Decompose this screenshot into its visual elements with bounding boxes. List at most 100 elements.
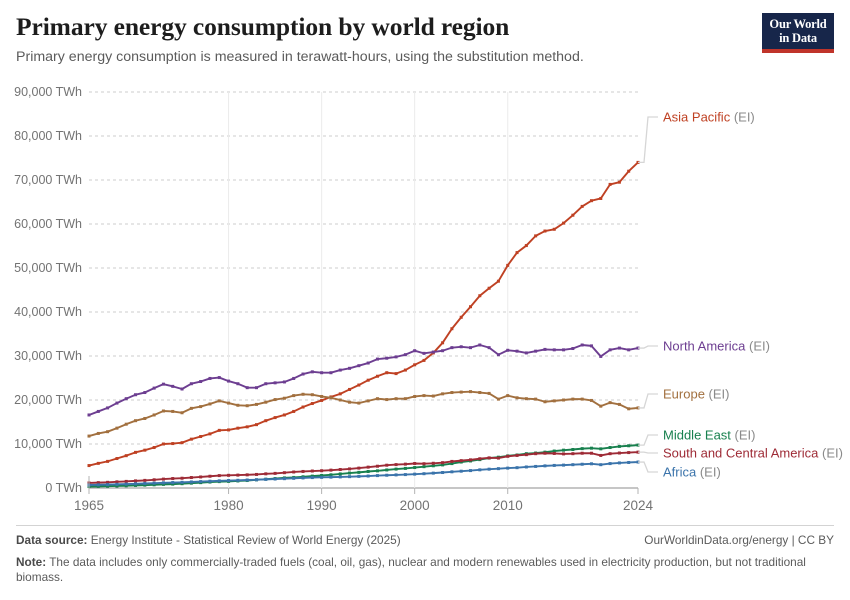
data-point [543,229,547,233]
data-point [115,480,119,484]
data-point [171,482,175,486]
data-point [320,473,324,477]
data-point [413,394,417,398]
data-point [273,477,277,481]
data-point [348,467,352,471]
data-point [152,386,156,390]
line-chart-svg[interactable]: 0 TWh 10,000 TWh 20,000 TWh 30,000 TWh 40,00… [0,84,850,520]
data-point [413,349,417,353]
series-line[interactable] [88,161,639,467]
data-point [264,400,268,404]
data-point [143,481,147,485]
data-point [394,372,398,376]
legend-connector [638,116,658,164]
data-point [524,351,528,355]
series-label[interactable]: South and Central America (EI) [663,446,843,461]
series-line[interactable] [88,344,639,416]
data-point [450,391,454,395]
data-point [487,456,491,460]
series-line[interactable] [88,390,639,438]
data-point [161,409,165,413]
data-point [441,461,445,465]
data-point [375,469,379,473]
data-point [180,441,184,445]
data-point [96,484,100,488]
data-point [450,470,454,474]
owid-logo[interactable]: Our World in Data [762,13,834,53]
data-point [236,426,240,430]
y-tick-label: 10,000 TWh [14,437,82,451]
data-point [552,399,556,403]
data-point [617,402,621,406]
data-point [292,476,296,480]
data-point [571,397,575,401]
series-label[interactable]: North America (EI) [663,339,770,354]
data-point [543,347,547,351]
series-north-america[interactable]: North America (EI) [87,339,770,417]
series-label[interactable]: Middle East (EI) [663,428,756,443]
series-middle-east[interactable]: Middle East (EI) [87,428,756,489]
data-point [524,465,528,469]
data-point [124,454,128,458]
chart-plot-area[interactable]: 0 TWh 10,000 TWh 20,000 TWh 30,000 TWh 40,00… [0,84,850,520]
series-africa[interactable]: Africa (EI) [87,460,721,487]
data-point [450,327,454,331]
data-point [496,279,500,283]
series-label[interactable]: Africa (EI) [663,465,721,480]
data-point [329,371,333,375]
data-point [543,464,547,468]
data-point [217,474,221,478]
data-point [320,475,324,479]
legend-connector [638,461,658,473]
data-point [106,430,110,434]
data-point [189,480,193,484]
series-line[interactable] [88,451,639,484]
data-point [208,479,212,483]
data-point [515,396,519,400]
data-point [496,397,500,401]
data-point [469,469,473,473]
series-line[interactable] [88,461,639,486]
data-point [282,413,286,417]
data-point [357,401,361,405]
series-south-and-central-america[interactable]: South and Central America (EI) [87,446,843,485]
attribution-link[interactable]: OurWorldinData.org/energy | CC BY [644,533,834,547]
data-point [385,371,389,375]
series-line[interactable] [88,444,639,488]
series-europe[interactable]: Europe (EI) [87,387,730,438]
data-point [171,442,175,446]
data-point [534,452,538,456]
data-point [422,358,426,362]
data-point [208,402,212,406]
data-point [310,402,314,406]
series-asia-pacific[interactable]: Asia Pacific (EI) [87,110,755,468]
note-label: Note: [16,554,47,569]
data-point [227,428,231,432]
data-point [627,460,631,464]
data-point [431,471,435,475]
data-point [487,467,491,471]
data-point [562,398,566,402]
data-point [338,398,342,402]
data-point [227,473,231,477]
data-point [385,473,389,477]
series-label[interactable]: Asia Pacific (EI) [663,110,755,125]
data-point [254,386,258,390]
data-point [189,406,193,410]
data-point [375,397,379,401]
data-point [357,383,361,387]
data-point [627,444,631,448]
note-text: The data includes only commercially-trad… [16,554,806,585]
data-point [134,483,138,487]
data-point [413,461,417,465]
y-tick-label: 30,000 TWh [14,349,82,363]
x-tick-label: 2010 [493,498,523,513]
series-label[interactable]: Europe (EI) [663,387,730,402]
data-point [301,469,305,473]
data-point [599,453,603,457]
data-point [422,394,426,398]
data-point [441,471,445,475]
data-point [385,463,389,467]
data-point [589,451,593,455]
data-source-label: Data source: [16,533,88,547]
